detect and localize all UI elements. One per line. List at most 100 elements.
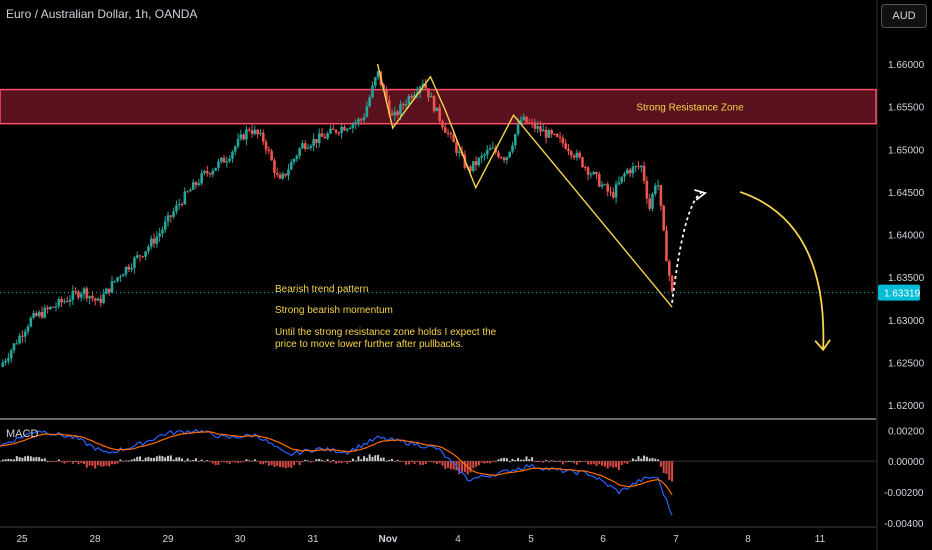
macd-histogram-bar bbox=[287, 461, 290, 468]
candle-body bbox=[124, 266, 128, 275]
candle-body bbox=[424, 83, 427, 89]
candle-body bbox=[656, 185, 660, 187]
candle-body bbox=[12, 343, 16, 351]
candle-body bbox=[390, 113, 394, 116]
candle-body bbox=[583, 167, 587, 169]
candle-body bbox=[553, 133, 556, 135]
pullback-arrow bbox=[671, 191, 703, 303]
macd-histogram-bar bbox=[315, 459, 318, 462]
annotation-outlook-1: Until the strong resistance zone holds I… bbox=[275, 327, 497, 338]
price-tick-label: 1.62500 bbox=[888, 359, 925, 370]
macd-histogram-bar bbox=[211, 461, 214, 464]
macd-histogram-bar bbox=[575, 461, 578, 465]
candle-body bbox=[91, 296, 94, 299]
macd-histogram-bar bbox=[402, 461, 405, 462]
annotation-pattern: Bearish trend pattern bbox=[275, 284, 369, 295]
macd-histogram-bar bbox=[491, 461, 494, 462]
candle-body bbox=[326, 133, 329, 139]
macd-histogram-bar bbox=[391, 458, 394, 462]
macd-histogram-bar bbox=[472, 461, 475, 469]
candle-body bbox=[491, 147, 495, 149]
candle-body bbox=[511, 145, 514, 152]
macd-histogram-bar bbox=[354, 460, 357, 462]
macd-histogram-bar bbox=[83, 461, 86, 465]
macd-histogram-bar bbox=[7, 458, 10, 462]
candle-body bbox=[519, 119, 523, 124]
candle-body bbox=[371, 85, 374, 98]
candle-body bbox=[365, 106, 369, 118]
candle-body bbox=[200, 173, 203, 184]
macd-histogram-bar bbox=[74, 461, 77, 462]
candle-body bbox=[306, 147, 310, 149]
time-tick-label: 28 bbox=[89, 534, 101, 545]
macd-histogram-bar bbox=[477, 461, 480, 466]
macd-histogram-bar bbox=[265, 461, 268, 463]
macd-histogram-bar bbox=[508, 460, 511, 462]
macd-line bbox=[0, 428, 673, 516]
candle-body bbox=[301, 143, 304, 149]
macd-histogram-bar bbox=[251, 461, 254, 463]
candle-body bbox=[446, 132, 450, 134]
macd-histogram-bar bbox=[444, 461, 447, 470]
candle-body bbox=[427, 88, 430, 98]
candle-body bbox=[233, 146, 237, 152]
last-price-label: 1.63319 bbox=[884, 289, 921, 300]
price-tick-label: 1.62000 bbox=[888, 401, 925, 412]
macd-histogram-bar bbox=[223, 461, 226, 463]
candle-body bbox=[449, 132, 453, 135]
candle-body bbox=[205, 171, 209, 174]
macd-histogram-bar bbox=[407, 461, 410, 465]
macd-histogram-bar bbox=[405, 461, 408, 465]
candle-body bbox=[228, 158, 231, 162]
currency-button[interactable]: AUD bbox=[881, 4, 927, 28]
macd-histogram-bar bbox=[209, 461, 212, 462]
macd-histogram-bar bbox=[217, 461, 220, 465]
candle-body bbox=[68, 299, 72, 302]
candle-body bbox=[533, 122, 537, 129]
candle-body bbox=[312, 138, 315, 146]
time-tick-label: 29 bbox=[162, 534, 174, 545]
macd-histogram-bar bbox=[41, 458, 44, 462]
macd-histogram-bar bbox=[102, 461, 105, 467]
macd-histogram-bar bbox=[615, 461, 618, 468]
macd-histogram-bar bbox=[363, 456, 366, 462]
candle-body bbox=[79, 294, 83, 298]
candle-body bbox=[625, 169, 629, 174]
macd-histogram-bar bbox=[290, 461, 293, 468]
candle-body bbox=[474, 161, 478, 166]
candle-body bbox=[329, 128, 332, 134]
macd-histogram-bar bbox=[281, 461, 284, 468]
candle-body bbox=[567, 148, 570, 152]
candle-body bbox=[281, 173, 285, 179]
macd-histogram-bar bbox=[192, 459, 195, 462]
macd-histogram-bar bbox=[547, 461, 550, 463]
macd-histogram-bar bbox=[480, 461, 483, 463]
candle-body bbox=[597, 174, 601, 187]
candle-body bbox=[541, 129, 545, 132]
macd-histogram-bar bbox=[119, 459, 122, 462]
candle-body bbox=[203, 171, 206, 174]
candle-body bbox=[169, 215, 173, 217]
annotation-outlook-2: price to move lower further after pullba… bbox=[275, 339, 464, 350]
macd-histogram-bar bbox=[279, 461, 282, 467]
macd-histogram-bar bbox=[335, 461, 338, 464]
candle-body bbox=[217, 161, 220, 168]
candle-body bbox=[96, 298, 100, 301]
macd-histogram-bar bbox=[141, 460, 144, 462]
candle-body bbox=[572, 155, 576, 158]
macd-histogram-bar bbox=[662, 461, 665, 474]
macd-histogram-bar bbox=[463, 461, 466, 473]
candle-body bbox=[438, 107, 441, 122]
candle-body bbox=[261, 132, 265, 142]
candle-body bbox=[505, 157, 509, 161]
macd-histogram-bar bbox=[35, 457, 38, 462]
macd-histogram-bar bbox=[475, 461, 478, 467]
candle-body bbox=[404, 103, 408, 106]
candle-body bbox=[670, 275, 674, 292]
candle-body bbox=[351, 123, 355, 129]
macd-histogram-bar bbox=[220, 461, 223, 462]
macd-histogram-bar bbox=[567, 460, 570, 462]
candle-body bbox=[550, 130, 553, 134]
macd-pane bbox=[0, 428, 876, 516]
